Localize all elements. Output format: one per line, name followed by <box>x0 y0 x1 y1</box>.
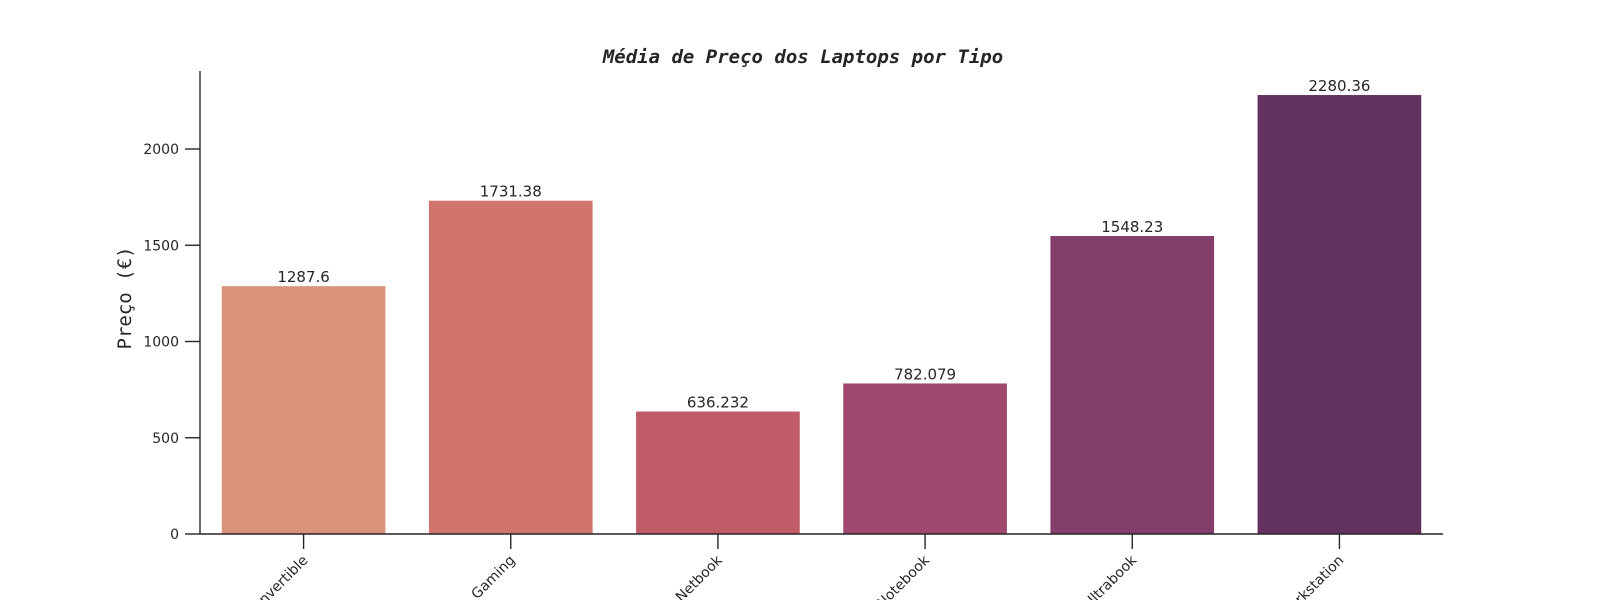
value-labels-layer: 1287.6 1731.38 636.232 782.079 1548.23 2280.3… <box>277 77 1370 411</box>
value-label-netbook: 636.232 <box>687 394 749 412</box>
x-tick-label-workstation: Workstation <box>1277 553 1347 600</box>
bar-convertible <box>221 286 386 534</box>
x-axis: Convertible Gaming Netbook Notebook Ultraboo… <box>200 533 1443 605</box>
value-label-convertible: 1287.6 <box>277 268 330 286</box>
bar-gaming <box>428 200 593 534</box>
x-tick-label-ultrabook: Ultrabook <box>1081 552 1141 600</box>
bar-workstation <box>1257 95 1422 534</box>
value-label-ultrabook: 1548.23 <box>1101 218 1163 236</box>
bars-layer <box>221 95 1422 534</box>
y-axis: 0 500 1000 1500 2000 <box>143 71 201 543</box>
y-tick-label: 0 <box>170 527 179 543</box>
x-tick-label-gaming: Gaming <box>469 553 519 600</box>
chart-title: Média de Preço dos Laptops por Tipo <box>602 46 1003 68</box>
y-tick-label: 1500 <box>143 238 179 254</box>
value-label-gaming: 1731.38 <box>480 183 542 201</box>
bar-netbook <box>636 411 800 534</box>
value-label-workstation: 2280.36 <box>1308 77 1370 95</box>
x-tick-label-netbook: Netbook <box>673 552 726 600</box>
x-tick-label-convertible: Convertible <box>243 553 311 600</box>
bar-ultrabook <box>1050 235 1215 534</box>
x-tick-label-notebook: Notebook <box>874 552 934 600</box>
y-tick-label: 2000 <box>143 142 179 158</box>
y-tick-label: 500 <box>152 431 179 447</box>
y-tick-label: 1000 <box>143 335 179 351</box>
value-label-notebook: 782.079 <box>894 365 956 383</box>
y-axis-label: Preço (€) <box>114 247 136 350</box>
bar-notebook <box>843 383 1007 534</box>
